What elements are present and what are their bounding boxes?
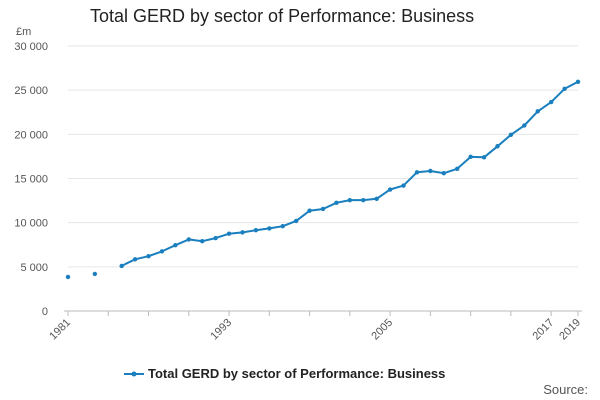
- data-point[interactable]: [455, 166, 460, 171]
- data-point[interactable]: [159, 249, 165, 254]
- data-point[interactable]: [307, 208, 312, 213]
- y-tick-label: 5 000: [20, 262, 48, 274]
- x-tick-label: 2017: [530, 317, 556, 343]
- data-point[interactable]: [535, 109, 540, 114]
- data-point[interactable]: [146, 254, 151, 259]
- data-point[interactable]: [253, 227, 259, 233]
- data-point[interactable]: [508, 132, 514, 137]
- data-point[interactable]: [200, 239, 205, 244]
- data-point[interactable]: [119, 263, 124, 269]
- data-point[interactable]: [293, 218, 299, 224]
- data-point[interactable]: [387, 187, 393, 192]
- data-point[interactable]: [173, 242, 178, 248]
- data-point[interactable]: [361, 197, 366, 203]
- data-point[interactable]: [575, 79, 581, 84]
- data-point[interactable]: [226, 231, 232, 236]
- data-point[interactable]: [401, 183, 406, 188]
- x-tick-label: 1981: [47, 317, 73, 343]
- data-point[interactable]: [428, 168, 433, 174]
- data-point[interactable]: [213, 235, 218, 241]
- grid-lines: [68, 45, 578, 268]
- series-points: [65, 79, 581, 280]
- y-axis-unit-label: £m: [16, 26, 32, 38]
- y-tick-label: 25 000: [14, 85, 48, 97]
- data-point[interactable]: [92, 271, 98, 277]
- data-point[interactable]: [468, 154, 473, 160]
- y-tick-labels: 0 5 000 10 000 15 000 20 000 25 000 30 000: [14, 41, 48, 318]
- data-point[interactable]: [65, 274, 71, 280]
- y-tick-label: 20 000: [14, 129, 48, 141]
- data-point[interactable]: [280, 224, 285, 229]
- data-point[interactable]: [481, 155, 487, 160]
- x-tick-labels: 1981 1993 2005 2017 2019: [47, 317, 583, 343]
- source-label: Source:: [543, 382, 588, 397]
- y-tick-label: 30 000: [14, 41, 48, 53]
- data-point[interactable]: [522, 123, 527, 128]
- data-point[interactable]: [495, 144, 500, 149]
- y-tick-label: 10 000: [14, 218, 48, 230]
- x-tick-label: 1993: [208, 317, 234, 343]
- x-tick-label: 2019: [557, 317, 583, 343]
- legend-swatch-icon: [124, 371, 144, 376]
- data-point[interactable]: [562, 86, 567, 92]
- x-axis: [64, 310, 582, 316]
- data-point[interactable]: [267, 226, 272, 231]
- y-tick-label: 15 000: [14, 174, 48, 186]
- data-point[interactable]: [132, 257, 138, 262]
- y-tick-label: 0: [42, 306, 48, 318]
- x-tick-label: 2005: [369, 317, 395, 343]
- data-point[interactable]: [414, 170, 420, 175]
- data-point[interactable]: [334, 200, 339, 205]
- data-point[interactable]: [320, 206, 326, 212]
- legend[interactable]: Total GERD by sector of Performance: Bus…: [124, 366, 445, 381]
- chart-title: Total GERD by sector of Performance: Bus…: [90, 6, 475, 26]
- data-point[interactable]: [441, 171, 446, 176]
- legend-label: Total GERD by sector of Performance: Bus…: [148, 366, 446, 381]
- data-point[interactable]: [548, 99, 554, 105]
- data-point[interactable]: [374, 196, 379, 202]
- data-point[interactable]: [347, 197, 353, 203]
- data-point[interactable]: [186, 237, 191, 242]
- data-point[interactable]: [240, 230, 245, 235]
